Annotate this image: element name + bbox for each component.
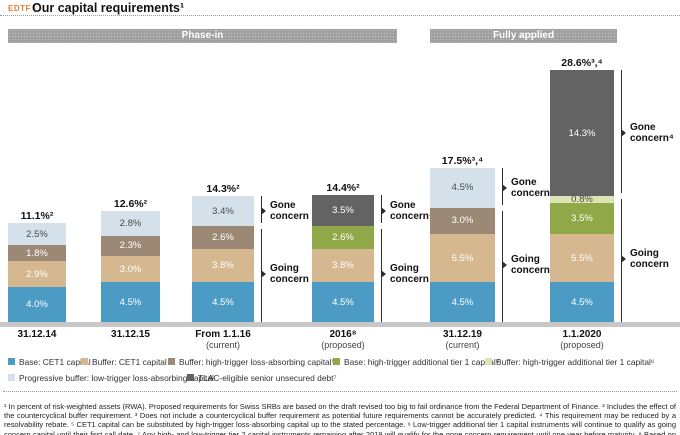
- bar-segment-prog_buffer_lt_lac: 3.4%: [192, 196, 254, 227]
- legend-item: TLAC-eligible senior unsecured debt⁷: [187, 372, 337, 383]
- legend-item: Buffer: high-trigger additional tier 1 c…: [485, 356, 655, 367]
- legend-swatch-buffer_cet1: [81, 358, 88, 365]
- bar-segment-tlac: 3.5%: [312, 195, 374, 227]
- going-concern-arrow-icon: [621, 255, 626, 264]
- legend-label: Base: high-trigger additional tier 1 cap…: [344, 356, 500, 367]
- page-title: Our capital requirements¹: [32, 1, 185, 15]
- edtf-tag: EDTF |: [8, 4, 37, 13]
- bar-segment-buffer_cet1: 5.5%: [550, 234, 614, 283]
- x-axis-label: 31.12.19: [443, 329, 482, 340]
- gone-concern-arrow-icon: [381, 206, 386, 215]
- bar-segment-buffer_cet1: 3.0%: [101, 256, 160, 283]
- bar-total-label: 12.6%²: [113, 197, 148, 210]
- legend-label: Buffer: high-trigger additional tier 1 c…: [496, 356, 655, 367]
- bar-segment-buffer_ht_lac: 3.0%: [430, 207, 495, 235]
- stacked-bar: 4.5% 5.5% 3.5% 0.8% 14.3%: [550, 70, 614, 322]
- going-concern-label: Going concern: [630, 248, 669, 271]
- legend-item: Base: high-trigger additional tier 1 cap…: [333, 356, 500, 367]
- going-concern-arrow-icon: [381, 270, 386, 279]
- stacked-bar: 4.5% 5.5% 3.0% 4.5%: [430, 168, 495, 322]
- legend-item: Buffer: CET1 capital: [81, 356, 167, 367]
- x-axis-label: 1.1.2020: [562, 329, 602, 340]
- bar-segment-base_cet1: 4.5%: [192, 282, 254, 322]
- group-header-fully-applied: Fully applied: [430, 29, 617, 43]
- bar-segment-buffer_cet1: 3.8%: [192, 248, 254, 283]
- bar-segment-buffer_ht_lac: 2.3%: [101, 235, 160, 257]
- bar-segment-base_cet1: 4.5%: [101, 282, 160, 322]
- gone-concern-label: Gone concern⁴: [511, 176, 555, 199]
- stacked-bar: 4.0% 2.9% 1.8% 2.5%: [8, 223, 66, 322]
- stacked-bar: 4.5% 3.0% 2.3% 2.8%: [101, 211, 160, 322]
- legend-swatch-base_ht_at1: [333, 358, 340, 365]
- bar-segment-base_cet1: 4.5%: [312, 282, 374, 322]
- bar-segment-tlac: 14.3%: [550, 70, 614, 197]
- legend-swatch-tlac: [187, 374, 194, 381]
- going-concern-label: Going concern: [511, 253, 550, 276]
- x-axis-sublabel: (current): [205, 340, 240, 350]
- gone-concern-label: Gone concern: [270, 200, 309, 223]
- bar-segment-prog_buffer_lt_lac: 4.5%: [430, 168, 495, 208]
- going-concern-arrow-icon: [502, 260, 507, 269]
- bar-segment-buffer_ht_at1: 0.8%: [550, 194, 614, 205]
- gone-concern-label: Gone concern⁴: [390, 199, 434, 222]
- bar-segment-buffer_ht_lac: 2.6%: [192, 226, 254, 249]
- gone-concern-arrow-icon: [621, 129, 626, 138]
- footnote-divider: [3, 391, 677, 392]
- x-axis-label: 31.12.15: [111, 329, 150, 340]
- bar-segment-base_ht_at1: 2.6%: [312, 226, 374, 249]
- x-axis-baseline: [0, 322, 680, 327]
- group-header-phase-in: Phase-in: [8, 29, 397, 43]
- legend-item: Base: CET1 capital: [8, 356, 91, 367]
- stacked-bar: 4.5% 3.8% 2.6% 3.5%: [312, 195, 374, 322]
- x-axis-sublabel: (proposed): [321, 340, 365, 350]
- gone-concern-arrow-icon: [502, 183, 507, 192]
- legend-swatch-prog_buffer_lt_lac: [8, 374, 15, 381]
- going-concern-label: Going concern: [270, 263, 309, 286]
- x-axis-sublabel: (current): [445, 340, 480, 350]
- footnotes: ¹ In percent of risk-weighted assets (RW…: [4, 402, 676, 435]
- bar-segment-base_cet1: 4.5%: [430, 282, 495, 322]
- stacked-bar: 4.5% 3.8% 2.6% 3.4%: [192, 196, 254, 322]
- bar-total-label: 14.3%²: [206, 182, 240, 195]
- bar-segment-buffer_cet1: 3.8%: [312, 248, 374, 283]
- x-axis-label: From 1.1.16: [195, 329, 251, 340]
- footnote-text: ¹ In percent of risk-weighted assets (RW…: [4, 401, 676, 435]
- legend-label: Buffer: high-trigger loss-absorbing capi…: [179, 356, 336, 367]
- legend-swatch-buffer_ht_lac: [168, 358, 175, 365]
- bar-total-label: 17.5%³,⁴: [441, 154, 484, 167]
- bar-segment-buffer_cet1: 5.5%: [430, 234, 495, 283]
- bar-total-label: 28.6%³,⁴: [561, 56, 603, 69]
- legend-item: Progressive buffer: low-trigger loss-abs…: [8, 372, 214, 383]
- bar-segment-buffer_cet1: 2.9%: [8, 261, 66, 287]
- legend-label: Progressive buffer: low-trigger loss-abs…: [19, 372, 214, 383]
- bar-segment-base_cet1: 4.5%: [550, 282, 614, 322]
- x-axis-label: 2016⁸: [329, 329, 357, 340]
- page-header: EDTF | Our capital requirements¹: [0, 0, 680, 16]
- legend-swatch-buffer_ht_at1: [485, 358, 492, 365]
- legend-label: TLAC-eligible senior unsecured debt⁷: [198, 372, 337, 383]
- bar-total-label: 14.4%²: [326, 181, 360, 194]
- going-concern-arrow-icon: [261, 270, 266, 279]
- going-concern-label: Going concern: [390, 263, 429, 286]
- legend-label: Buffer: CET1 capital: [92, 356, 167, 367]
- bar-total-label: 11.1%²: [20, 209, 54, 222]
- bar-segment-buffer_ht_lac: 1.8%: [8, 245, 66, 262]
- legend-label: Base: CET1 capital: [19, 356, 91, 367]
- bar-segment-prog_buffer_lt_lac: 2.8%: [101, 211, 160, 236]
- gone-concern-label: Gone concern⁴: [630, 122, 674, 145]
- x-axis-sublabel: (proposed): [560, 340, 604, 350]
- bar-segment-base_cet1: 4.0%: [8, 286, 66, 322]
- bar-segment-prog_buffer_lt_lac: 2.5%: [8, 223, 66, 246]
- gone-concern-arrow-icon: [261, 207, 266, 216]
- legend-swatch-base_cet1: [8, 358, 15, 365]
- bar-segment-base_ht_at1: 3.5%: [550, 203, 614, 235]
- x-axis-label: 31.12.14: [17, 329, 57, 340]
- legend-item: Buffer: high-trigger loss-absorbing capi…: [168, 356, 336, 367]
